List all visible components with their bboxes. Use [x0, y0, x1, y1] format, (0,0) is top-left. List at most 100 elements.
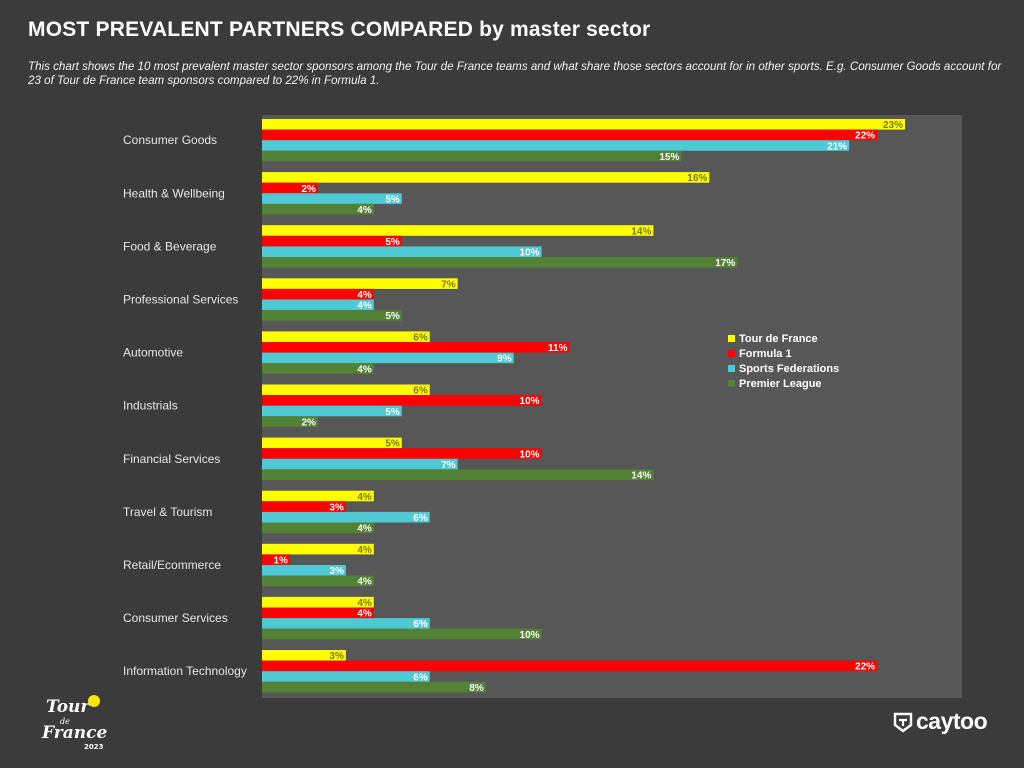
- value-label: 17%: [715, 258, 735, 269]
- bar-formula-1: [262, 607, 374, 619]
- bar-sports-federations: [262, 565, 346, 576]
- legend-item: Tour de France: [728, 331, 839, 346]
- value-label: 7%: [441, 279, 456, 290]
- bar-premier-league: [262, 363, 374, 374]
- bar-formula-1: [262, 182, 318, 194]
- bar-tour-de-france: [262, 119, 905, 130]
- value-label: 3%: [329, 566, 344, 577]
- category-label: Automotive: [123, 346, 183, 360]
- bar-sports-federations: [262, 140, 850, 151]
- category-label: Industrials: [123, 399, 178, 413]
- value-label: 5%: [385, 407, 400, 418]
- value-label: 5%: [385, 194, 400, 205]
- value-label: 4%: [357, 301, 372, 312]
- value-label: 11%: [548, 343, 568, 354]
- value-label: 4%: [357, 545, 372, 556]
- value-label: 3%: [329, 502, 344, 513]
- bar-sports-federations: [262, 405, 402, 417]
- value-label: 5%: [385, 311, 400, 322]
- value-label: 23%: [883, 120, 903, 131]
- value-label: 14%: [631, 471, 651, 482]
- value-label: 4%: [357, 524, 372, 535]
- bar-tour-de-france: [262, 596, 374, 608]
- caytoo-logo: caytoo: [893, 708, 988, 735]
- bar-sports-federations: [262, 299, 374, 311]
- value-label: 10%: [520, 396, 540, 407]
- value-label: 15%: [659, 152, 679, 163]
- bar-tour-de-france: [262, 172, 710, 183]
- value-label: 4%: [357, 492, 372, 503]
- bar-tour-de-france: [262, 437, 402, 449]
- value-label: 6%: [413, 619, 428, 630]
- value-label: 4%: [357, 364, 372, 375]
- bar-tour-de-france: [262, 543, 374, 555]
- value-label: 10%: [520, 248, 540, 259]
- bar-premier-league: [262, 469, 654, 480]
- bar-formula-1: [262, 554, 290, 565]
- value-label: 22%: [855, 131, 875, 142]
- value-label: 8%: [469, 683, 484, 694]
- legend-swatch: [728, 350, 735, 357]
- bar-premier-league: [262, 681, 486, 693]
- bars: [262, 119, 905, 693]
- bar-formula-1: [262, 288, 374, 300]
- value-label: 14%: [631, 226, 651, 237]
- chart-title: MOST PREVALENT PARTNERS COMPARED by mast…: [28, 18, 651, 41]
- value-label: 4%: [357, 598, 372, 609]
- value-label: 7%: [441, 460, 456, 471]
- value-label: 5%: [385, 237, 400, 248]
- legend-swatch: [728, 365, 735, 372]
- bar-premier-league: [262, 522, 374, 534]
- bar-premier-league: [262, 150, 682, 162]
- category-label: Health & Wellbeing: [123, 186, 225, 200]
- legend-swatch: [728, 335, 735, 342]
- svg-text:France: France: [41, 723, 107, 743]
- bar-premier-league: [262, 628, 542, 640]
- svg-text:Tour: Tour: [46, 697, 90, 717]
- chart-legend: Tour de France Formula 1 Sports Federation…: [728, 331, 839, 391]
- category-label: Professional Services: [123, 293, 238, 307]
- bar-tour-de-france: [262, 225, 654, 236]
- value-label: 3%: [329, 651, 344, 662]
- value-labels: 23%22%21%15%16%2%5%4%14%5%10%17%7%4%4%5%…: [274, 120, 904, 694]
- bar-tour-de-france: [262, 331, 430, 342]
- value-label: 4%: [357, 290, 372, 301]
- category-label: Consumer Goods: [123, 133, 217, 147]
- value-label: 2%: [301, 184, 316, 195]
- bar-sports-federations: [262, 671, 430, 682]
- value-label: 10%: [520, 630, 540, 641]
- category-label: Information Technology: [123, 664, 247, 678]
- category-label: Retail/Ecommerce: [123, 558, 221, 572]
- value-label: 9%: [497, 354, 512, 365]
- chart-subtitle: This chart shows the 10 most prevalent m…: [28, 60, 1002, 87]
- svg-text:de: de: [60, 717, 70, 726]
- bar-premier-league: [262, 203, 374, 215]
- bar-premier-league: [262, 257, 738, 268]
- bar-tour-de-france: [262, 650, 346, 661]
- value-label: 1%: [274, 556, 289, 567]
- category-label: Consumer Services: [123, 611, 228, 625]
- bar-formula-1: [262, 395, 542, 406]
- bar-formula-1: [262, 129, 878, 141]
- bar-premier-league: [262, 416, 318, 427]
- value-label: 2%: [301, 417, 316, 428]
- bar-formula-1: [262, 660, 878, 672]
- bar-formula-1: [262, 235, 402, 247]
- bar-formula-1: [262, 501, 346, 512]
- value-label: 6%: [413, 672, 428, 683]
- category-label: Travel & Tourism: [123, 505, 212, 519]
- bar-tour-de-france: [262, 384, 430, 396]
- value-label: 6%: [413, 513, 428, 524]
- bar-sports-federations: [262, 511, 430, 523]
- legend-item: Premier League: [728, 376, 839, 391]
- value-label: 6%: [413, 386, 428, 397]
- value-label: 4%: [357, 205, 372, 216]
- legend-swatch: [728, 380, 735, 387]
- legend-label: Sports Federations: [739, 362, 840, 375]
- bar-sports-federations: [262, 193, 402, 204]
- category-label: Food & Beverage: [123, 239, 217, 253]
- legend-label: Formula 1: [739, 347, 792, 360]
- bar-sports-federations: [262, 246, 542, 257]
- value-label: 4%: [357, 577, 372, 588]
- legend-label: Tour de France: [739, 332, 818, 345]
